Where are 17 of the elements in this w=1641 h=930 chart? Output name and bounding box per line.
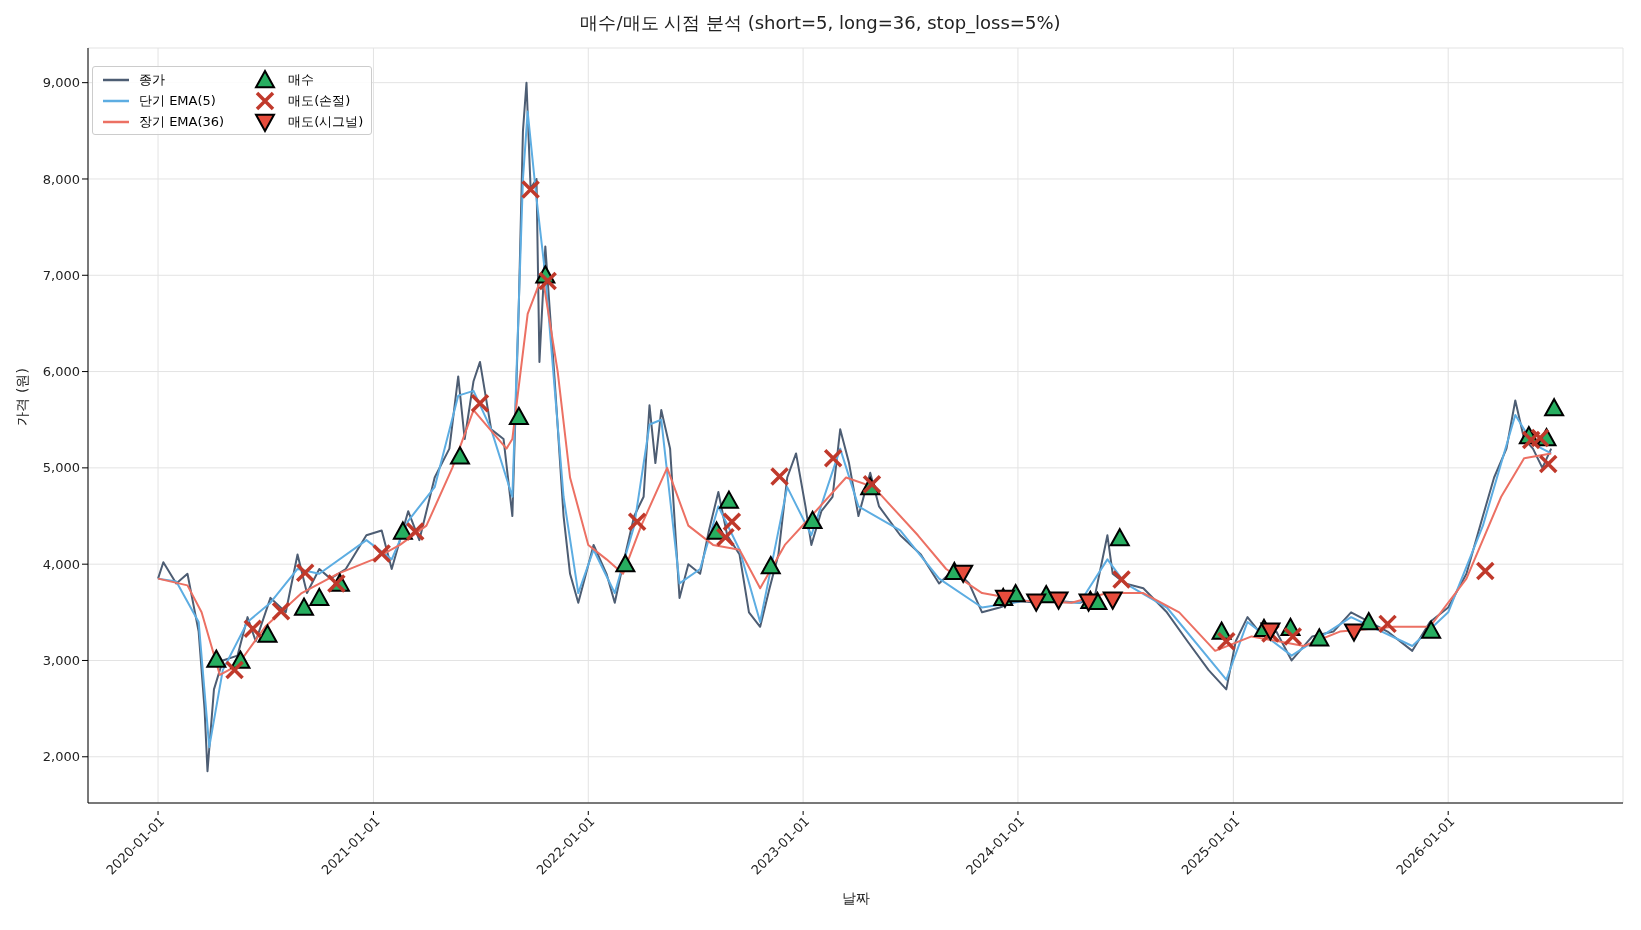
y-tick-label: 2,000	[42, 749, 80, 765]
y-axis-title: 가격 (원)	[13, 368, 30, 426]
chart-title: 매수/매도 시점 분석 (short=5, long=36, stop_loss=5%)	[579, 11, 1062, 36]
y-tick-label: 4,000	[42, 556, 80, 572]
legend-label: 종가	[139, 70, 165, 89]
y-tick-label: 8,000	[42, 171, 80, 187]
y-tick-label: 5,000	[42, 460, 80, 476]
legend-label: 매도(시그널)	[288, 112, 364, 131]
y-tick-label: 7,000	[42, 267, 80, 283]
x-axis-title: 날짜	[841, 890, 870, 906]
y-tick-label: 9,000	[42, 75, 80, 91]
legend-label: 매도(손절)	[288, 91, 351, 110]
y-tick-label: 3,000	[42, 653, 80, 669]
y-tick-label: 6,000	[42, 364, 80, 380]
legend-label: 장기 EMA(36)	[139, 112, 225, 131]
legend-label: 매수	[288, 70, 315, 89]
legend-label: 단기 EMA(5)	[139, 91, 216, 110]
